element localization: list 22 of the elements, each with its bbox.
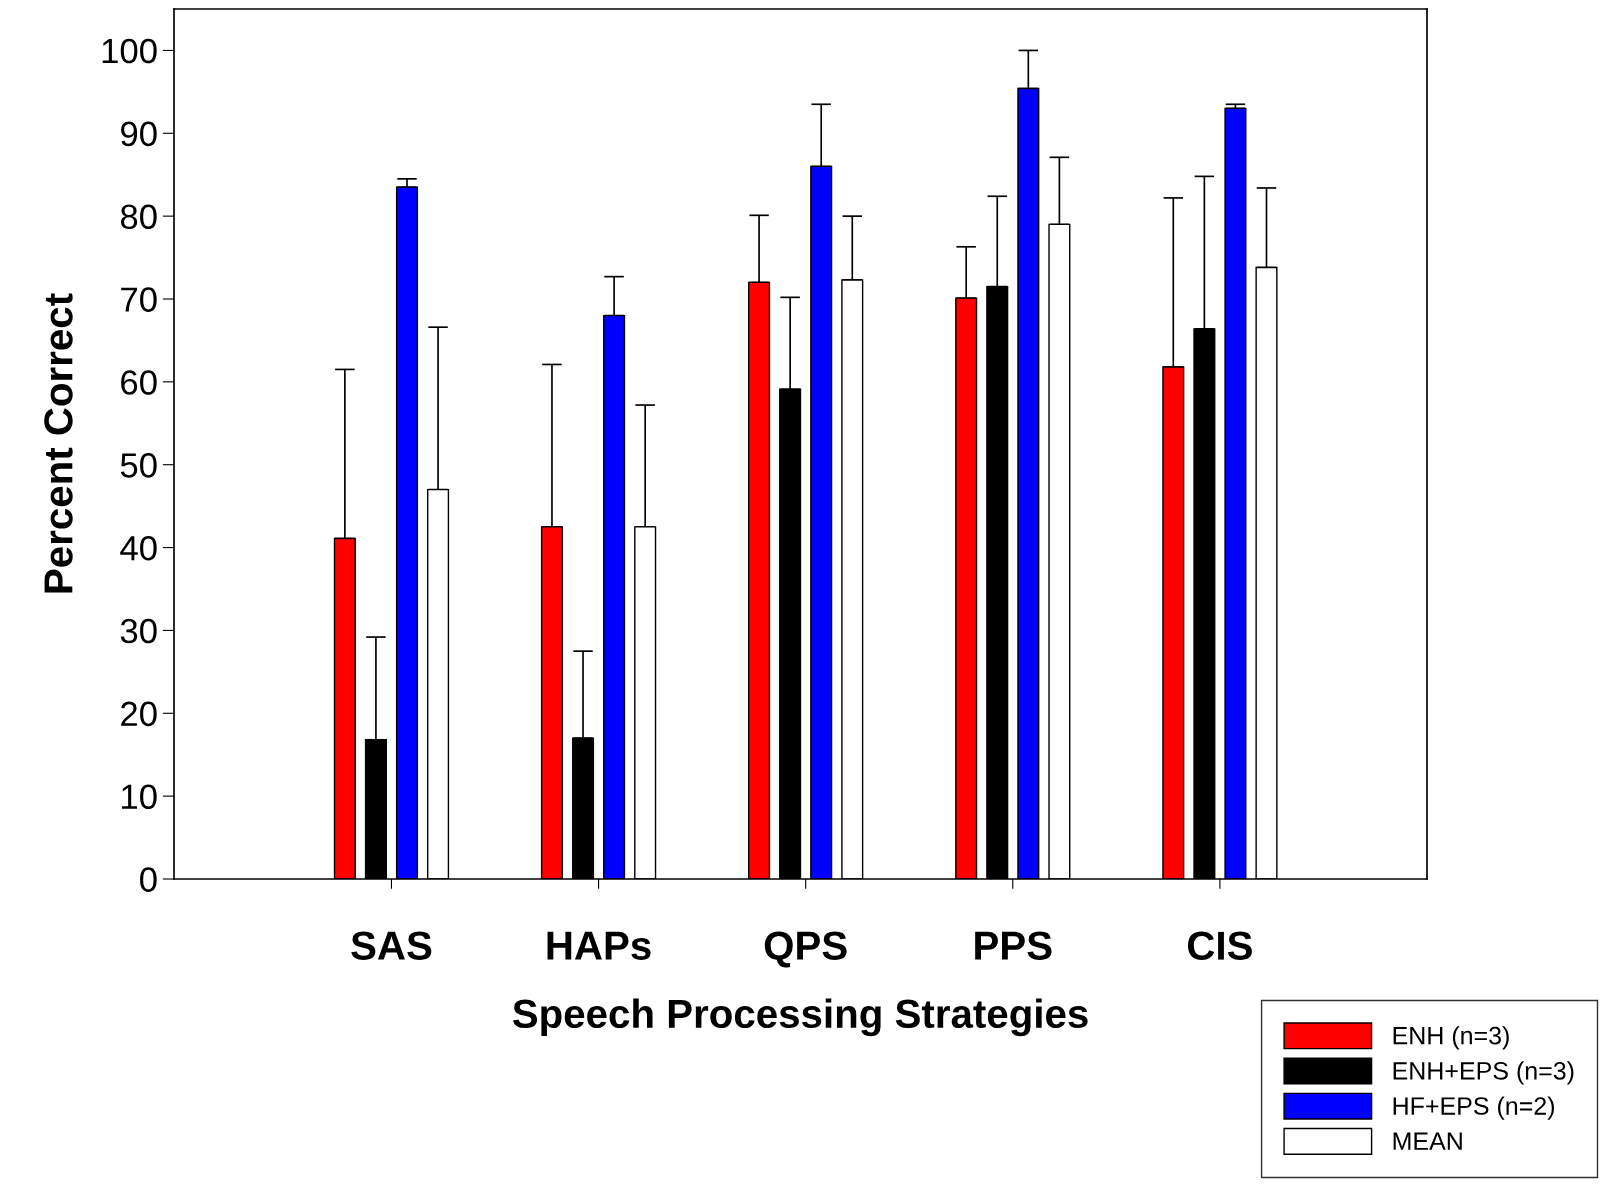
x-tick-label: QPS [764,931,847,968]
y-tick-label: 0 [140,867,157,892]
y-tick-label: 80 [120,204,157,230]
x-tick-label: SAS [351,931,432,960]
x-tick-label: CIS [1187,931,1252,960]
y-tick-label: 60 [121,370,157,395]
x-tick-label: HAPs [547,931,651,960]
x-tick-label: PPS [975,931,1052,960]
y-tick-label: 10 [122,784,157,810]
y-tick-label: 30 [120,618,157,644]
legend-label: HF+EPS (n=2) [1393,1096,1554,1120]
legend-label: ENH+EPS (n=3) [1393,1061,1574,1085]
y-tick-label: 40 [120,535,157,561]
y-tick-label: 20 [121,701,157,727]
legend-label: MEAN [1393,1132,1462,1150]
x-axis-title: Speech Processing Strategies [512,998,1088,1037]
y-tick-label: 50 [120,453,157,478]
legend-label: ENH (n=3) [1393,1026,1509,1050]
y-tick-label: 100 [102,38,157,64]
y-tick-label: 70 [121,287,157,312]
y-tick-label: 90 [121,121,157,147]
y-axis-title: Percent Correct [44,293,73,593]
